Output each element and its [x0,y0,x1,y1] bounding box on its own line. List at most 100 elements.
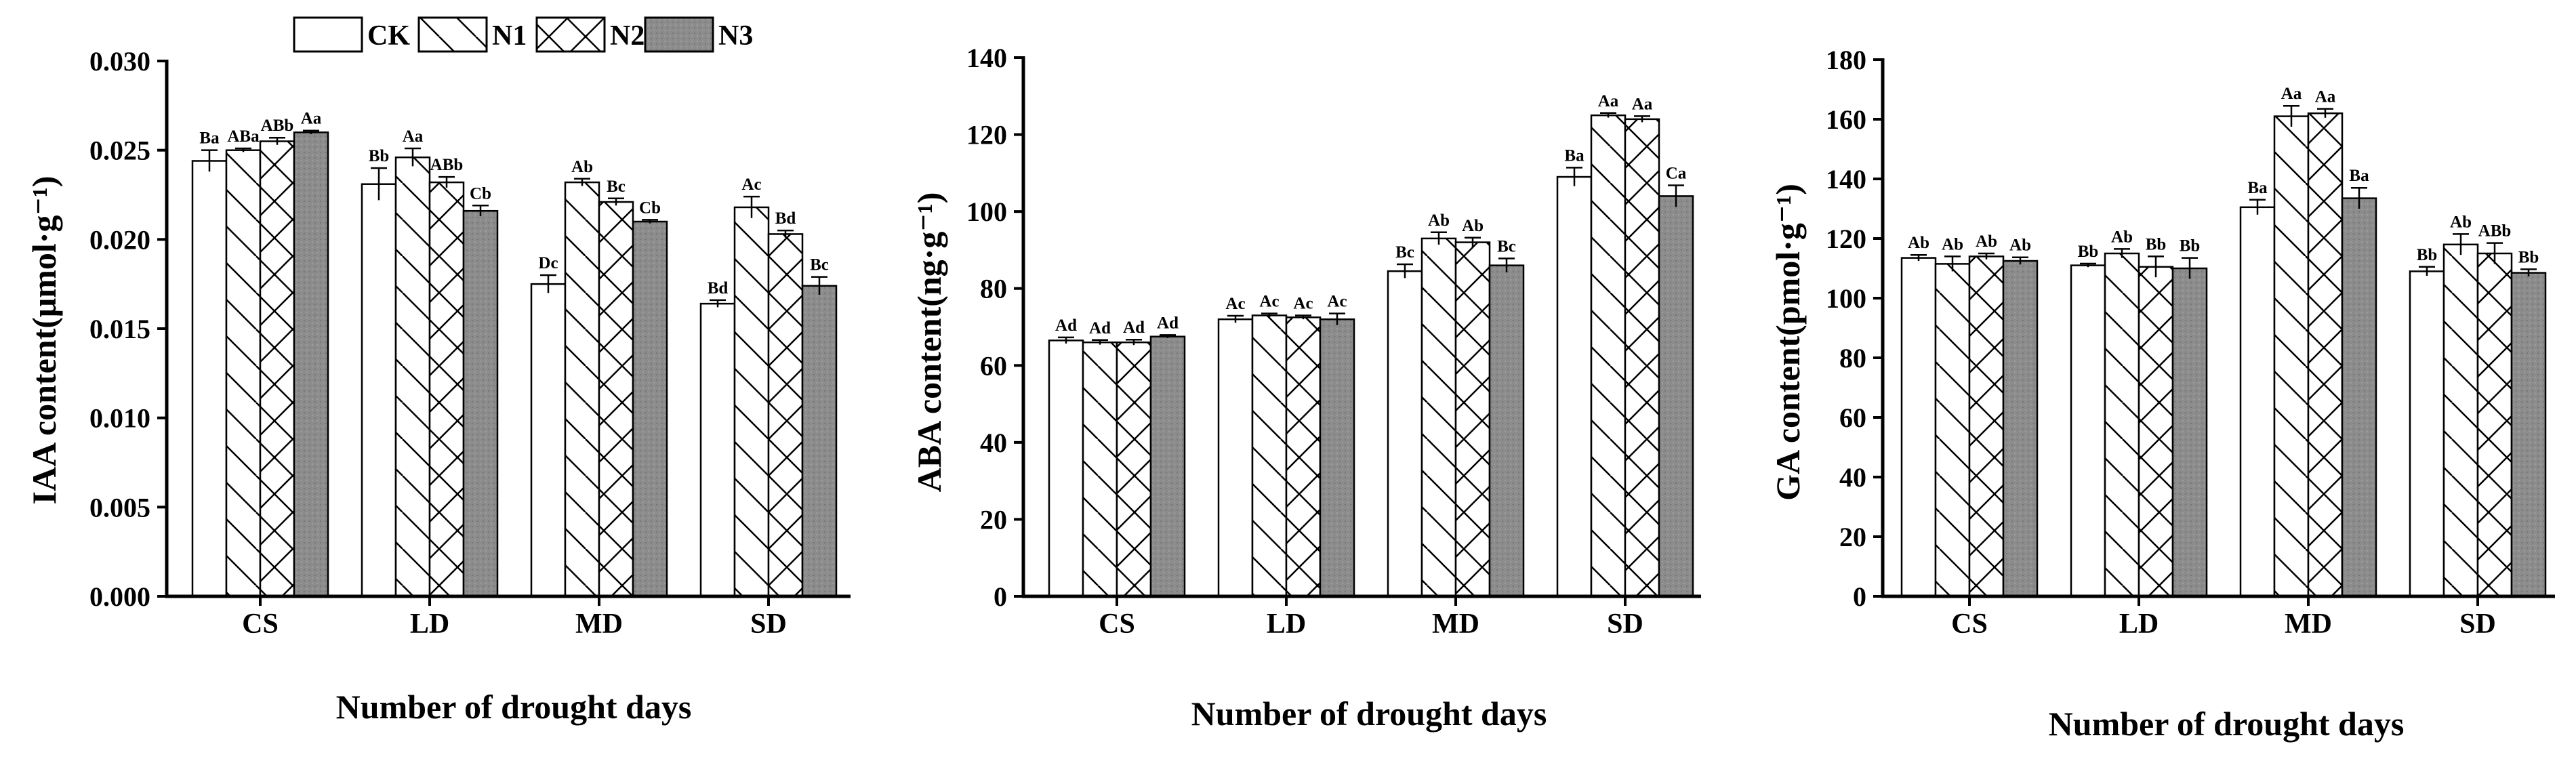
significance-label: Cb [639,199,661,217]
significance-label: Ca [1666,165,1687,183]
bar-n1-ld [394,156,431,598]
legend-swatch-n1 [417,16,488,53]
significance-label: Bb [369,147,390,165]
significance-label: ABa [227,127,260,146]
bar-n1-md [2273,115,2310,598]
bar-ck-ld [2070,264,2106,598]
bar-n3-ld [2171,267,2208,598]
significance-label: Ad [1089,319,1111,337]
y-tick-label: 140 [966,43,1007,73]
x-tick-label: MD [1432,609,1479,640]
x-tick-label: LD [2119,609,2159,640]
x-tick-label: CS [1951,609,1988,640]
significance-label: Bd [708,279,729,297]
significance-label: Ab [2009,236,2031,255]
y-tick-label: 140 [1826,164,1866,194]
bar-n1-sd [733,206,770,598]
significance-label: Bb [2417,246,2438,264]
y-tick-label: 0 [994,581,1007,612]
y-tick-label: 160 [1826,104,1866,135]
bar-n1-ld [1251,314,1288,598]
significance-label: Ba [2247,179,2268,197]
ylabel: GA content(pmol·g⁻¹) [1769,184,1807,501]
y-tick-label: 100 [1826,283,1866,314]
significance-label: Bb [2180,237,2201,255]
y-tick-label: 180 [1826,45,1866,75]
legend-label-n3: N3 [718,20,753,52]
bar-n3-md [632,220,668,598]
bar-n3-ld [1319,318,1355,598]
y-tick-label: 0.015 [89,314,150,344]
bar-n2-ld [2138,266,2174,598]
bar-ck-ld [1217,318,1254,598]
y-tick-label: 0.000 [89,581,150,612]
significance-label: Aa [2281,85,2302,103]
legend: CK N1 N2 N3 [293,16,753,53]
legend-label-ck: CK [367,20,410,52]
iaa-chart: IAA content(μmol·g⁻¹) Number of drought … [25,46,851,726]
significance-label: Ac [1225,295,1245,313]
bar-n3-cs [1149,335,1186,598]
significance-label: ABb [261,117,294,135]
significance-label: Ab [1976,232,1997,251]
bar-n1-cs [1082,341,1118,598]
significance-label: Cb [470,184,491,203]
x-tick-label: SD [1607,609,1643,640]
significance-label: Ab [2111,228,2133,246]
bar-n1-ld [2104,252,2140,598]
significance-label: Bc [1497,237,1516,255]
y-tick-label: 0.030 [89,46,150,77]
significance-label: Bc [1395,243,1414,262]
x-tick-label: CS [1099,609,1135,640]
significance-label: Ba [1564,146,1585,165]
bar-n2-cs [259,140,295,598]
bar-n3-ld [462,209,499,598]
bar-ck-md [2239,206,2276,598]
bar-n2-sd [767,233,804,598]
significance-label: Dc [538,254,558,272]
y-tick-label: 60 [1839,403,1866,433]
x-tick-label: SD [2459,609,2496,640]
significance-label: Ab [1942,235,1963,253]
y-tick-label: 0.020 [89,224,150,255]
significance-label: Ad [1157,314,1179,332]
bar-n2-sd [1624,118,1660,598]
bar-n2-cs [1968,255,2005,598]
x-tick-label: CS [242,609,279,640]
significance-label: Ad [1123,318,1145,337]
bar-n2-ld [1285,316,1322,598]
bar-n2-md [2307,112,2344,598]
y-tick-label: 120 [966,120,1007,150]
y-tick-label: 40 [1839,462,1866,493]
significance-label: ABb [430,156,464,174]
significance-label: Aa [1632,95,1653,113]
bar-n1-cs [1934,263,1971,598]
y-tick-label: 40 [980,428,1007,458]
x-tick-label: MD [2285,609,2332,640]
ga-chart: GA content(pmol·g⁻¹) Number of drought d… [1769,45,2555,743]
significance-label: Aa [301,110,322,128]
significance-label: Ad [1055,316,1077,335]
significance-label: Bc [810,256,829,274]
significance-label: Bb [2078,243,2099,261]
x-tick-label: LD [410,609,449,640]
y-tick-label: 20 [980,504,1007,535]
significance-label: Aa [1598,92,1619,110]
significance-label: ABb [2478,222,2512,241]
significance-label: Bb [2146,235,2167,253]
legend-swatch-n2 [535,16,606,53]
bar-n2-ld [428,181,465,598]
significance-label: Ba [199,129,220,148]
x-tick-label: LD [1267,609,1306,640]
legend-label-n1: N1 [492,20,527,52]
y-tick-label: 100 [966,197,1007,227]
y-tick-label: 20 [1839,522,1866,552]
y-tick-label: 0.010 [89,403,150,434]
y-tick-label: 120 [1826,224,1866,254]
bar-n2-md [1454,241,1491,598]
significance-label: Ac [741,176,761,194]
significance-label: Aa [2315,88,2336,106]
bar-ck-sd [699,302,736,598]
y-tick-label: 60 [980,350,1007,381]
